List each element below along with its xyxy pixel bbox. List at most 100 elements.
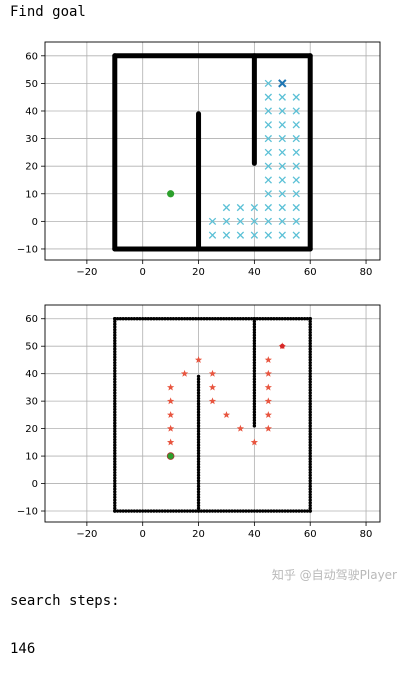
explored-node-stroke (292, 190, 300, 198)
obstacle-dot (177, 509, 181, 513)
obstacle-dot (196, 446, 201, 450)
obstacle-dot (224, 509, 229, 513)
final-path-plot: −20 0 20 40 60 80 −10 0 10 20 30 40 50 60 (17, 304, 381, 540)
obstacle-dot (252, 360, 257, 365)
obstacle-dot (113, 410, 117, 414)
explored-nodes-plot: −20 0 20 40 60 80 −10 0 10 20 30 40 50 60 (17, 41, 381, 278)
obstacle-dot (113, 495, 117, 499)
obstacle-dot (277, 317, 282, 321)
obstacle-dot (308, 506, 312, 510)
explored-node-stroke (278, 93, 286, 101)
obstacle-dot (208, 317, 212, 321)
path-point-star (167, 411, 175, 418)
obstacle-dot (221, 317, 226, 321)
obstacle-dot (113, 459, 117, 464)
goal-marker (278, 79, 287, 88)
explored-node-stroke (250, 217, 259, 226)
obstacle-dot (308, 391, 312, 395)
obstacle-dot (213, 509, 217, 513)
obstacle-dot (308, 355, 312, 359)
obstacle-dot (113, 470, 117, 475)
obstacle-dot (297, 317, 301, 321)
obstacle-dot (308, 341, 312, 346)
path-point-star (222, 411, 231, 418)
obstacle-dot (308, 470, 312, 475)
explored-node-stroke (278, 176, 286, 184)
explored-node-marker (264, 134, 272, 143)
explored-node-marker (222, 203, 231, 212)
obstacle-dot (191, 509, 195, 513)
obstacle-dot (252, 391, 257, 395)
explored-node-marker (278, 107, 286, 115)
obstacle-dot (308, 369, 312, 373)
obstacle-dot (202, 509, 206, 513)
obstacle-dot (241, 509, 245, 513)
obstacle-dot (252, 352, 257, 357)
y-tick-label: 30 (25, 397, 38, 408)
obstacle-dot (113, 473, 117, 478)
obstacle-dot (196, 377, 201, 381)
obstacle-dot (308, 374, 312, 379)
explored-node-marker (292, 162, 300, 170)
obstacle-dot (230, 317, 234, 321)
explored-node-marker (264, 162, 272, 170)
obstacle-dot (196, 415, 201, 420)
explored-node-stroke (264, 134, 272, 143)
explored-node-stroke (236, 203, 245, 212)
obstacle-dot (113, 374, 117, 379)
obstacle-dot (196, 473, 201, 478)
obstacle-dot (252, 404, 257, 409)
obstacle-dot (196, 509, 201, 513)
explored-node-marker (236, 231, 245, 239)
explored-node-marker (264, 203, 272, 212)
obstacle-dot (143, 317, 148, 321)
y-tick-label: 20 (25, 162, 38, 173)
obstacle-dot (196, 440, 201, 445)
obstacle-dot (132, 509, 137, 513)
obstacle-dot (113, 476, 117, 480)
explored-node-stroke (292, 176, 300, 184)
explored-node-marker (292, 148, 300, 157)
x-tick-label: 20 (192, 267, 205, 278)
explored-node-marker (236, 203, 245, 212)
obstacle-dot (230, 509, 234, 513)
obstacle-dot (152, 317, 156, 321)
obstacle-dot (219, 509, 223, 513)
obstacle-dot (308, 380, 312, 384)
obstacle-dot (196, 457, 201, 461)
obstacle-dot (115, 317, 120, 321)
path-point-star (264, 383, 272, 391)
obstacle-dot (113, 509, 117, 513)
obstacle-dot (196, 476, 201, 480)
obstacle-dot (308, 437, 312, 442)
obstacle-dot (113, 487, 117, 491)
obstacle-dot (252, 341, 257, 346)
obstacle-dot (196, 396, 201, 401)
obstacle-dot (196, 380, 201, 384)
obstacle-dot (121, 509, 125, 513)
obstacle-dot (113, 317, 117, 321)
explored-node-stroke (250, 203, 259, 212)
axes-frame (44, 41, 381, 261)
obstacle-dot (113, 396, 117, 401)
obstacle-dot (196, 437, 201, 442)
obstacle-dot (308, 352, 312, 357)
obstacle-dot (113, 319, 117, 324)
obstacle-dot (149, 317, 153, 321)
explored-node-marker (250, 203, 259, 212)
explored-node-stroke (278, 107, 286, 115)
obstacle-dot (280, 509, 284, 513)
obstacle-dot (252, 330, 257, 335)
obstacle-dot (308, 330, 312, 335)
path-point-star (208, 383, 217, 391)
obstacle-dot (113, 501, 117, 505)
obstacle-dot (266, 509, 271, 513)
obstacle-dot (113, 369, 117, 373)
explored-node-marker (222, 217, 231, 226)
obstacle-dot (252, 413, 257, 417)
obstacle-dot (221, 509, 226, 513)
obstacle-dot (196, 426, 201, 431)
obstacle-dot (227, 509, 231, 513)
obstacle-dot (308, 446, 312, 450)
obstacle-dot (196, 418, 201, 423)
